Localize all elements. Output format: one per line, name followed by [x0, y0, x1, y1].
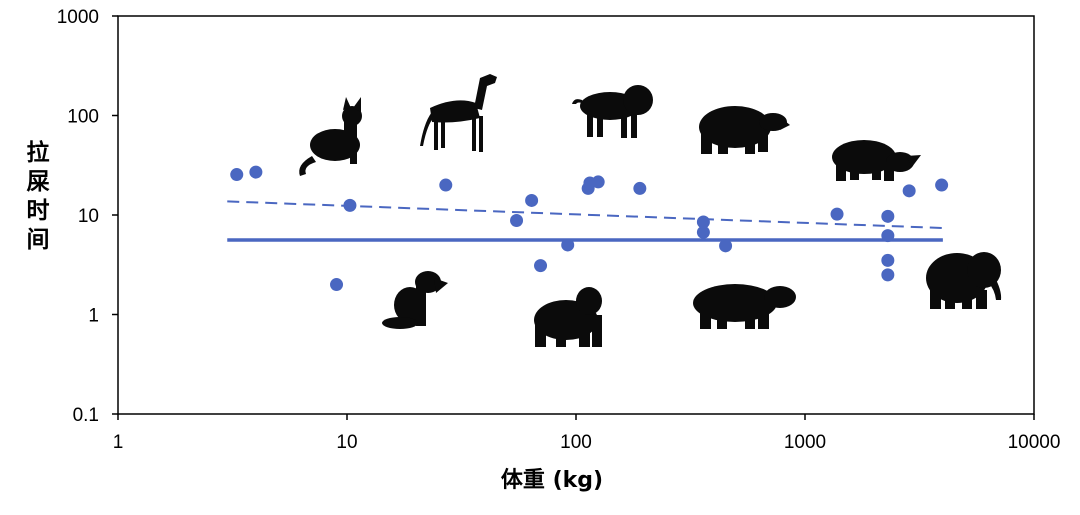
data-point — [439, 178, 453, 192]
data-point — [534, 259, 548, 273]
data-point — [510, 214, 524, 228]
data-point — [881, 209, 895, 223]
data-point — [230, 168, 244, 182]
y-tick-label: 1000 — [57, 7, 99, 28]
dog-icon — [382, 271, 448, 329]
data-point — [330, 278, 344, 292]
fit-lines — [227, 200, 943, 242]
x-axis-ticks: 1 10 100 1000 10000 — [113, 414, 1061, 453]
x-tick-label: 10 — [336, 432, 357, 453]
y-tick-label: 10 — [78, 206, 99, 227]
gorilla-icon — [534, 287, 602, 347]
data-point — [561, 238, 575, 252]
greyhound-icon — [420, 74, 497, 152]
x-tick-label: 10000 — [1008, 432, 1061, 453]
data-point — [881, 268, 895, 282]
data-point — [830, 207, 844, 221]
data-point — [719, 239, 733, 253]
data-point — [696, 215, 710, 229]
data-point — [902, 184, 916, 198]
x-tick-label: 100 — [560, 432, 592, 453]
data-point — [591, 175, 605, 189]
lion-icon — [572, 85, 653, 138]
data-point — [696, 225, 710, 239]
data-points — [230, 165, 949, 292]
data-point — [881, 229, 895, 243]
data-point — [525, 193, 539, 207]
x-tick-label: 1 — [113, 432, 124, 453]
data-point — [881, 253, 895, 267]
y-axis-label: 拉屎时间 — [27, 139, 51, 253]
y-tick-label: 0.1 — [73, 405, 99, 426]
y-tick-label: 100 — [67, 107, 99, 128]
x-axis-label: 体重 (kg) — [501, 468, 603, 493]
data-point — [343, 198, 357, 212]
data-point — [249, 165, 263, 179]
y-tick-label: 1 — [88, 306, 99, 327]
elephant-icon — [926, 252, 1002, 309]
data-point — [633, 181, 647, 195]
data-point — [935, 178, 949, 192]
bear-icon — [699, 106, 790, 154]
y-axis-ticks: 0.1 1 10 100 1000 — [57, 7, 118, 426]
rhino-icon — [832, 140, 921, 181]
cat-icon — [299, 97, 362, 176]
hippo-icon — [693, 284, 796, 329]
x-tick-label: 1000 — [784, 432, 826, 453]
